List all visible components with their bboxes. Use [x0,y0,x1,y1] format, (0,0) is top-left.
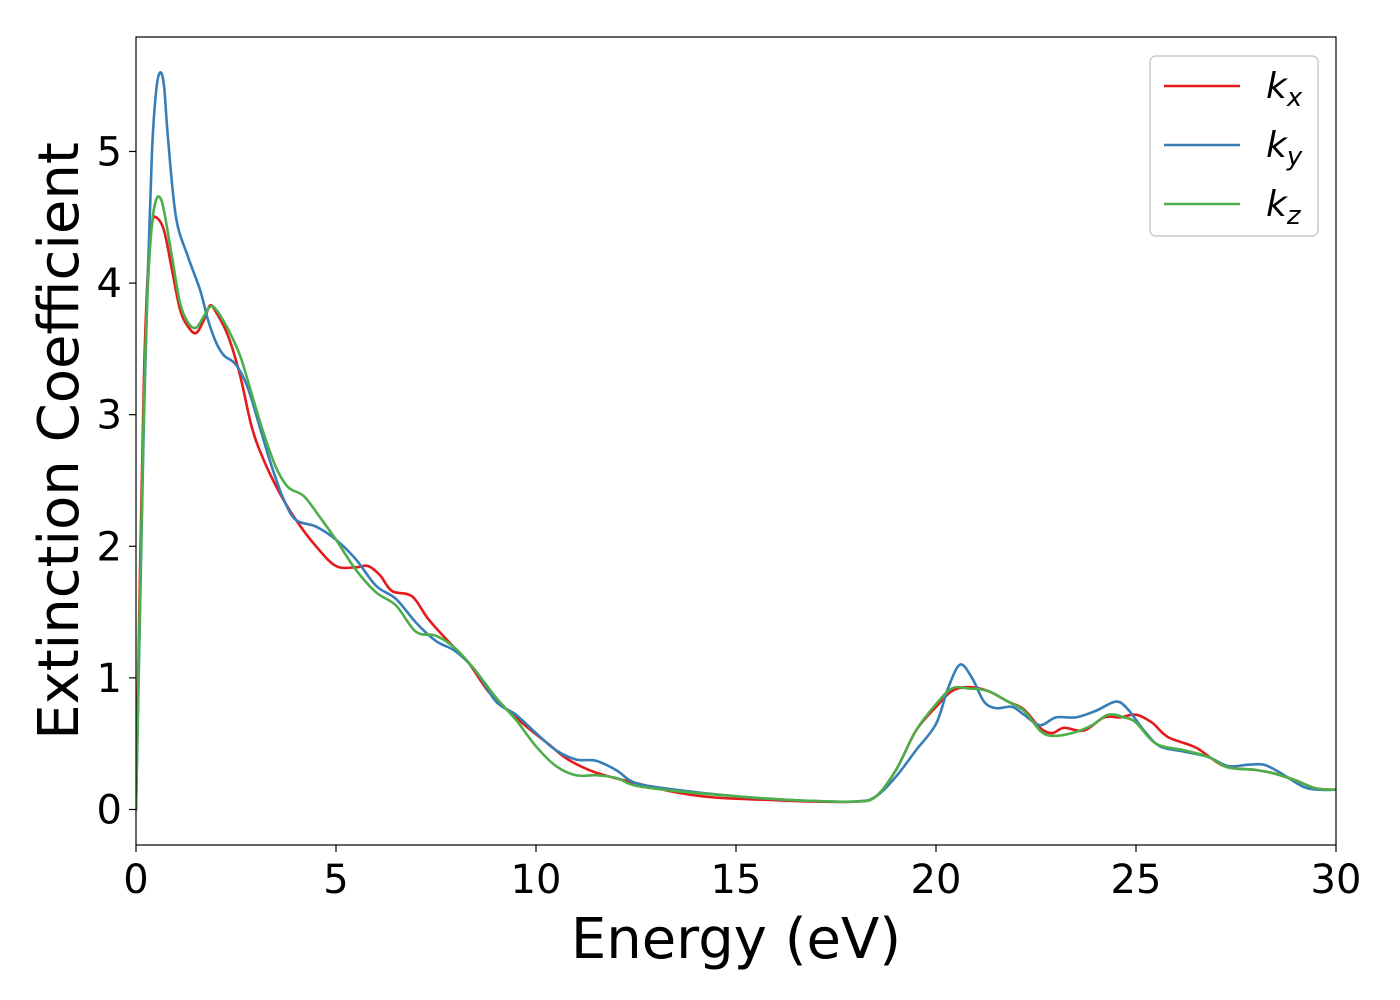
series-line-k-z [136,195,1336,811]
series-layer [136,71,1336,811]
y-tick-label: 1 [97,656,122,702]
y-tick-label: 4 [97,261,122,307]
legend-label-k-x: kx [1266,66,1303,113]
y-tick-label: 2 [97,524,122,570]
y-tick-label: 3 [97,393,122,439]
x-tick-label: 30 [1311,857,1362,903]
y-axis-ticks: 0 1 2 3 4 5 [97,129,136,833]
x-axis-label: Energy (eV) [571,907,901,972]
x-tick-label: 0 [123,857,148,903]
legend-label-k-z: kz [1266,184,1302,231]
y-tick-label: 5 [97,129,122,175]
y-axis-label: Extinction Coefficient [27,142,92,740]
legend: kx ky kz [1149,55,1319,237]
legend-entries: kx ky kz [1164,66,1303,231]
x-tick-label: 15 [711,857,762,903]
x-tick-label: 10 [511,857,562,903]
y-tick-label: 0 [97,787,122,833]
x-tick-label: 20 [911,857,962,903]
x-tick-label: 5 [323,857,348,903]
series-line-k-y [136,71,1336,811]
legend-label-k-y: ky [1266,125,1303,172]
x-tick-label: 25 [1111,857,1162,903]
x-axis-ticks: 0 5 10 15 20 25 30 [123,845,1361,903]
